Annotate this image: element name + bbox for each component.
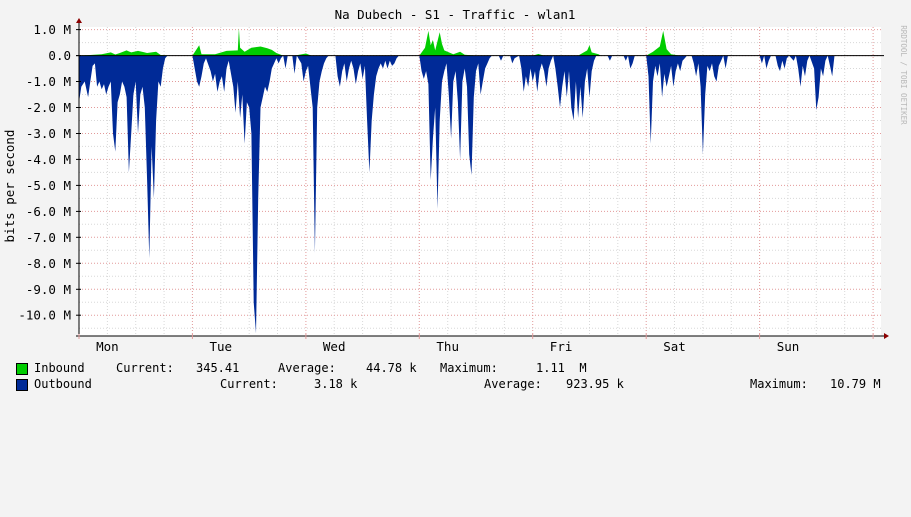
inbound-average-value: 44.78 k	[366, 361, 417, 375]
x-tick-labels: Mon Tue Wed Thu Fri Sat Sun	[96, 339, 799, 354]
inbound-average-label: Average:	[278, 361, 336, 375]
outbound-maximum-value: 10.79 M	[830, 377, 881, 391]
y-tick-label: -10.0 M	[18, 308, 71, 323]
y-tick-label: -2.0 M	[26, 100, 71, 115]
inbound-maximum-label: Maximum:	[440, 361, 498, 375]
y-axis-arrow	[76, 18, 82, 23]
y-tick-label: -8.0 M	[26, 256, 71, 271]
outbound-current-value: 3.18 k	[314, 377, 358, 391]
x-tick-label: Wed	[323, 339, 346, 354]
rrd-graph: Na Dubech - S1 - Traffic - wlan1 bits pe…	[0, 7, 908, 393]
outbound-average-label: Average:	[484, 377, 542, 391]
outbound-average-value: 923.95 k	[566, 377, 624, 391]
legend-outbound: Outbound Current: 3.18 k Average: 923.95…	[0, 377, 881, 393]
axes	[76, 18, 889, 339]
outbound-label: Outbound	[34, 377, 92, 391]
legend-inbound: Inbound Current: 345.41 Average: 44.78 k…	[0, 361, 587, 377]
y-tick-label: -3.0 M	[26, 126, 71, 141]
y-tick-label: -6.0 M	[26, 204, 71, 219]
outbound-maximum-label: Maximum:	[750, 377, 808, 391]
y-tick-label: -5.0 M	[26, 178, 71, 193]
traffic-chart: Na Dubech - S1 - Traffic - wlan1 bits pe…	[2, 7, 908, 354]
y-tick-labels: 1.0 M 0.0 -1.0 M -2.0 M -3.0 M -4.0 M -5.0 M -6…	[18, 22, 71, 323]
y-tick-label: -9.0 M	[26, 282, 71, 297]
outbound-current-label: Current:	[220, 377, 278, 391]
outbound-swatch	[16, 379, 28, 391]
y-tick-label: 0.0	[48, 48, 71, 63]
y-tick-label: 1.0 M	[33, 22, 71, 37]
x-tick-label: Fri	[550, 339, 573, 354]
y-tick-label: -4.0 M	[26, 152, 71, 167]
y-tick-label: -7.0 M	[26, 230, 71, 245]
inbound-maximum-value: 1.11 M	[536, 361, 587, 375]
x-axis-arrow	[884, 333, 889, 339]
inbound-swatch	[16, 363, 28, 375]
x-tick-label: Sun	[777, 339, 800, 354]
chart-title: Na Dubech - S1 - Traffic - wlan1	[335, 7, 576, 22]
x-tick-label: Mon	[96, 339, 119, 354]
inbound-current-value: 345.41	[196, 361, 240, 375]
inbound-label: Inbound	[34, 361, 85, 375]
x-tick-label: Sat	[663, 339, 686, 354]
x-tick-label: Tue	[210, 339, 233, 354]
outbound-area	[79, 55, 881, 334]
x-tick-label: Thu	[436, 339, 459, 354]
rrdtool-watermark: RRDTOOL / TOBI OETIKER	[899, 25, 908, 125]
y-tick-label: -1.0 M	[26, 74, 71, 89]
y-axis-label: bits per second	[2, 130, 17, 243]
inbound-current-label: Current:	[116, 361, 174, 375]
